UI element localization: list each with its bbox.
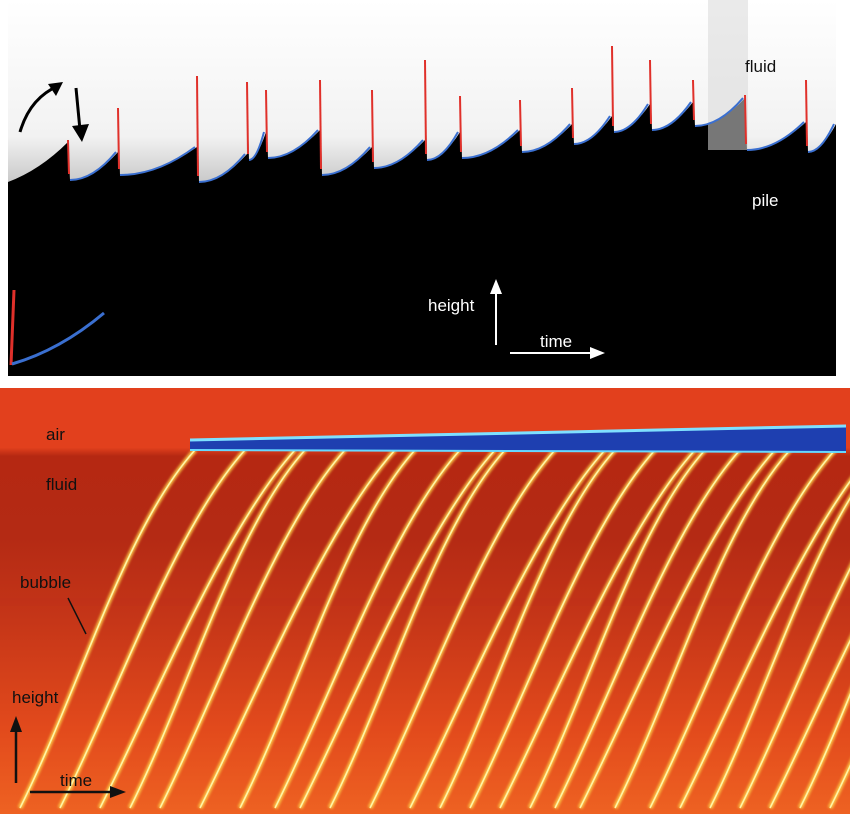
label-bubble: bubble bbox=[20, 573, 71, 592]
pile-fluid-kymograph: fluid pile height time bbox=[0, 0, 850, 378]
bubble-streak bbox=[529, 449, 706, 809]
blue-relaxation-curve bbox=[119, 146, 196, 176]
red-jump-line bbox=[519, 99, 522, 147]
blue-relaxation-curve bbox=[248, 131, 265, 161]
bubble-streak bbox=[579, 449, 776, 809]
bubble-streak bbox=[369, 449, 556, 809]
fluid-surface bbox=[190, 426, 846, 452]
red-jump-line bbox=[611, 45, 614, 127]
label-fluid: fluid bbox=[745, 57, 776, 76]
curved-arrow-head-icon bbox=[48, 82, 63, 96]
label-time: time bbox=[60, 771, 92, 790]
bubble-streak bbox=[769, 639, 850, 809]
bubble-streak bbox=[439, 449, 616, 809]
bubble-streak bbox=[274, 449, 461, 809]
blue-relaxation-curve bbox=[613, 103, 649, 133]
blue-relaxation-curve bbox=[267, 129, 319, 159]
blue-relaxation-curve bbox=[521, 123, 571, 153]
label-height: height bbox=[428, 296, 475, 315]
bubble-streak bbox=[499, 449, 696, 809]
bubble-streak bbox=[469, 449, 656, 809]
blue-relaxation-curve bbox=[807, 123, 835, 153]
red-jump-line bbox=[319, 79, 322, 170]
red-jump-line bbox=[571, 87, 574, 139]
up-arrow-icon bbox=[490, 279, 502, 294]
label-air: air bbox=[46, 425, 65, 444]
bubble-trajectories bbox=[17, 448, 850, 810]
bubble-streak bbox=[679, 480, 850, 809]
legend-blue-curve bbox=[11, 311, 105, 366]
bubble-streak bbox=[159, 449, 346, 809]
blue-relaxation-curve bbox=[694, 97, 744, 127]
bubble-streak bbox=[409, 449, 606, 809]
down-arrow-icon bbox=[74, 87, 82, 131]
label-fluid: fluid bbox=[46, 475, 77, 494]
red-jump-line bbox=[67, 139, 70, 175]
bubble-streak bbox=[799, 692, 850, 809]
down-arrow-head-icon bbox=[72, 124, 89, 142]
red-jump-line bbox=[692, 79, 695, 121]
blue-relaxation-curve bbox=[461, 129, 519, 159]
bubble-streak bbox=[199, 449, 396, 809]
bubble-streak bbox=[614, 449, 791, 809]
bubble-streak bbox=[129, 449, 306, 809]
bubble-streak bbox=[99, 449, 296, 809]
gray-band bbox=[708, 0, 748, 150]
red-jump-line bbox=[649, 59, 652, 125]
blue-relaxation-curve bbox=[426, 131, 459, 161]
fluid-region bbox=[8, 0, 836, 182]
label-pile: pile bbox=[752, 191, 778, 210]
blue-relaxation-curve bbox=[321, 146, 371, 176]
bubble-kymograph: air fluid bubble height time bbox=[0, 388, 850, 814]
blue-relaxation-curve bbox=[573, 115, 611, 145]
right-arrow-icon bbox=[590, 347, 605, 359]
band bbox=[0, 598, 850, 606]
blue-relaxation-curve bbox=[373, 139, 424, 169]
red-jump-line bbox=[744, 94, 747, 145]
right-arrow-icon bbox=[110, 786, 126, 798]
blue-relaxation-curve bbox=[651, 101, 692, 131]
red-jump-line bbox=[424, 59, 427, 155]
red-jump-line bbox=[371, 89, 374, 163]
surface-edge-top bbox=[189, 424, 847, 442]
blue-relaxation-curve bbox=[69, 151, 117, 181]
legend-red-line bbox=[9, 289, 16, 366]
red-jump-line bbox=[196, 75, 199, 177]
avalanche-curves bbox=[67, 45, 835, 183]
bubble-streak bbox=[709, 496, 850, 809]
surface-edge-bottom bbox=[189, 449, 847, 453]
bubble-streak bbox=[649, 449, 836, 809]
blue-relaxation-curve bbox=[746, 121, 805, 151]
red-jump-line bbox=[459, 95, 462, 153]
bubble-streak bbox=[329, 449, 506, 809]
bubble-streak bbox=[19, 449, 196, 809]
bubble-streak bbox=[299, 449, 496, 809]
red-jump-line bbox=[246, 81, 249, 155]
bubble-streak bbox=[554, 449, 741, 809]
label-time: time bbox=[540, 332, 572, 351]
bubble-streak bbox=[239, 449, 416, 809]
bubble-streak bbox=[739, 567, 850, 809]
red-jump-line bbox=[265, 89, 268, 153]
bubble-streak bbox=[59, 449, 246, 809]
blue-relaxation-curve bbox=[198, 153, 246, 183]
red-jump-line bbox=[117, 107, 120, 170]
red-jump-line bbox=[805, 79, 808, 147]
label-height: height bbox=[12, 688, 59, 707]
up-arrow-icon bbox=[10, 716, 22, 732]
bubble-pointer bbox=[67, 597, 87, 635]
